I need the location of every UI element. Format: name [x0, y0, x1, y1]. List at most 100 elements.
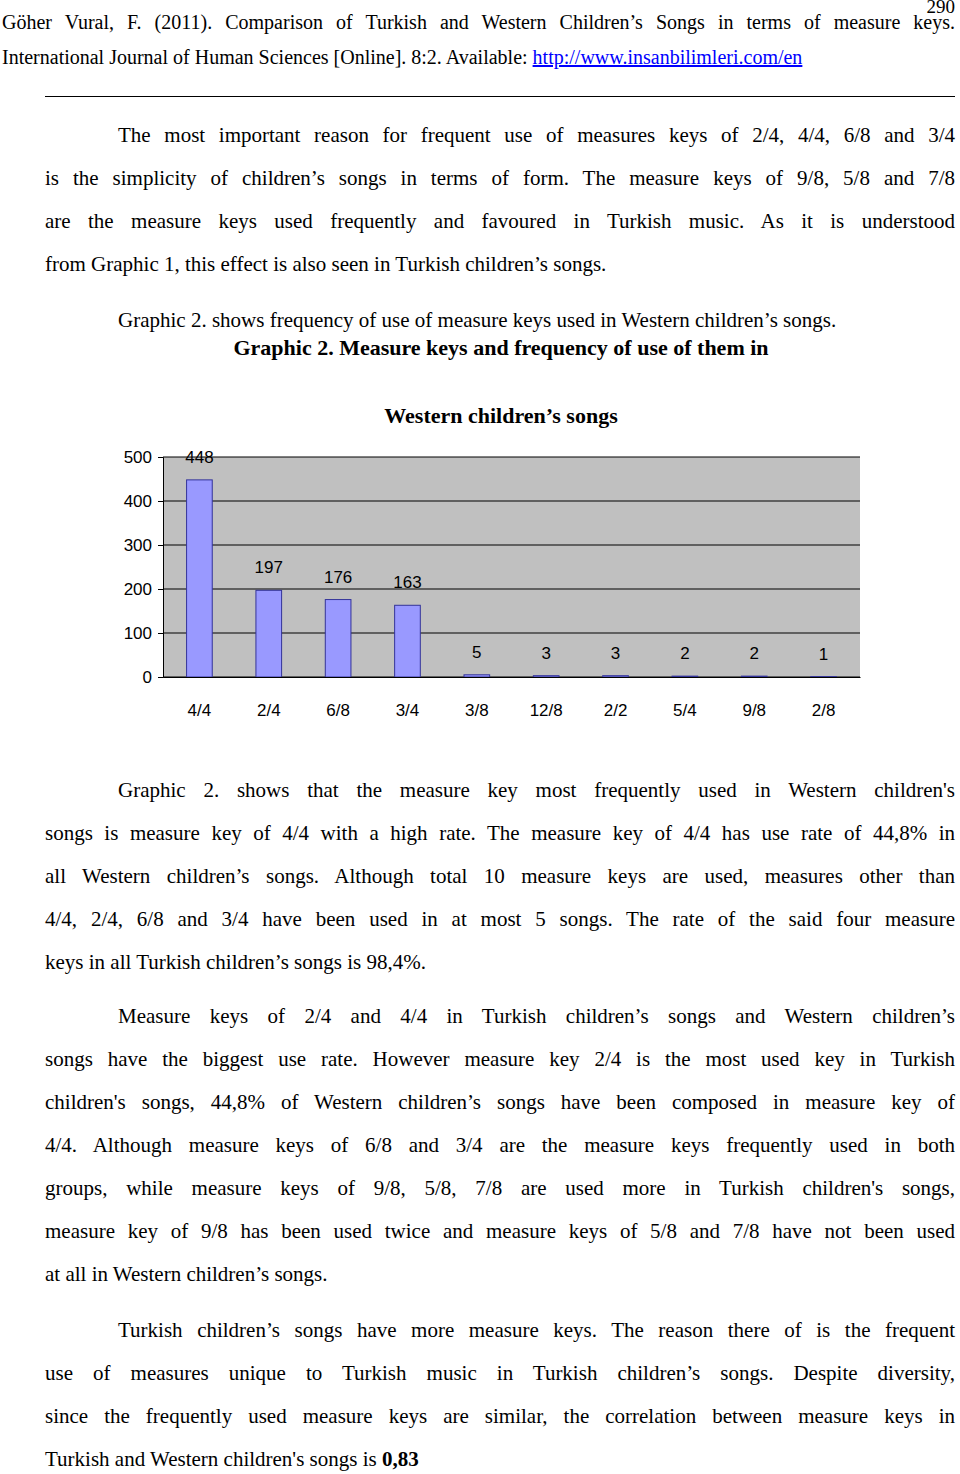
- text-line: The most important reason for frequent u…: [118, 114, 955, 157]
- data-labels: 448 197 176 163 5 3 3 2 2 1: [185, 448, 828, 664]
- tick: 2/2: [604, 677, 628, 720]
- grid: [163, 457, 860, 677]
- axis-line: [158, 458, 164, 678]
- tick-label: 400: [124, 492, 152, 511]
- data-label: 1: [819, 645, 828, 664]
- data-label: 2: [680, 644, 689, 663]
- tick: 0: [143, 668, 163, 687]
- text-line: Turkish and Western children's songs is …: [45, 1438, 955, 1474]
- bar: [741, 676, 767, 677]
- header-rule: [45, 96, 955, 97]
- tick: 12/8: [530, 677, 563, 720]
- data-label: 197: [255, 558, 283, 577]
- y-axis: 0 100 200 300 400 500: [124, 448, 164, 687]
- tick-mark: [158, 633, 163, 634]
- tick-label: 100: [124, 624, 152, 643]
- tick-label: 3/4: [396, 701, 420, 720]
- tick-label: 5/4: [673, 701, 697, 720]
- data-label: 2: [750, 644, 759, 663]
- tick: 3/8: [465, 677, 489, 720]
- tick: 400: [124, 492, 163, 511]
- tick-label: 200: [124, 580, 152, 599]
- text-line: songs have the biggest use rate. However…: [45, 1038, 955, 1081]
- text-line: Turkish children’s songs have more measu…: [118, 1309, 955, 1352]
- tick-label: 6/8: [326, 701, 350, 720]
- tick-label: 2/2: [604, 701, 628, 720]
- tick-mark: [158, 677, 163, 678]
- tick: 4/4: [188, 677, 212, 720]
- tick-mark: [158, 589, 163, 590]
- text-line: Measure keys of 2/4 and 4/4 in Turkish c…: [118, 995, 955, 1038]
- bar: [533, 676, 559, 677]
- tick-label: 4/4: [188, 701, 212, 720]
- journal: International Journal of Human Sciences …: [2, 46, 533, 68]
- text-line: groups, while measure keys of 9/8, 5/8, …: [45, 1167, 955, 1210]
- grid-line: [163, 633, 860, 634]
- bars: [187, 480, 837, 677]
- text-line: measure key of 9/8 has been used twice a…: [45, 1210, 955, 1253]
- text-line: children's songs, 44,8% of Western child…: [45, 1081, 955, 1124]
- tick: 200: [124, 580, 163, 599]
- bar: [256, 590, 282, 677]
- data-label: 448: [185, 448, 213, 467]
- tick: 500: [124, 448, 163, 467]
- text-line: from Graphic 1, this effect is also seen…: [45, 243, 955, 286]
- grid-line: [163, 589, 860, 590]
- tick: 100: [124, 624, 163, 643]
- bold-value: 0,83: [382, 1447, 419, 1471]
- tick-label: 0: [143, 668, 152, 687]
- tick-mark: [158, 545, 163, 546]
- tick-label: 3/8: [465, 701, 489, 720]
- text-line: is the simplicity of children’s songs in…: [45, 157, 955, 200]
- bar: [187, 480, 213, 677]
- bar: [603, 676, 629, 677]
- text-run: Turkish and Western children's songs is: [45, 1447, 382, 1471]
- data-label: 163: [393, 573, 421, 592]
- tick-label: 2/8: [812, 701, 836, 720]
- text-line: 4/4. Although measure keys of 6/8 and 3/…: [45, 1124, 955, 1167]
- tick-label: 9/8: [742, 701, 766, 720]
- journal-line: International Journal of Human Sciences …: [2, 44, 802, 70]
- chart-title: Graphic 2. Measure keys and frequency of…: [211, 314, 791, 450]
- bar: [325, 600, 351, 677]
- tick-mark: [158, 457, 163, 458]
- bar: [395, 605, 421, 677]
- text-line: since the frequently used measure keys a…: [45, 1395, 955, 1438]
- tick-label: 500: [124, 448, 152, 467]
- bar: [811, 676, 837, 677]
- tick-label: 300: [124, 536, 152, 555]
- grid-line: [163, 501, 860, 502]
- plot-background: [163, 457, 860, 677]
- bar: [672, 676, 698, 677]
- tick-label: 12/8: [530, 701, 563, 720]
- data-label: 3: [541, 644, 550, 663]
- text-line: at all in Western children’s songs.: [45, 1253, 955, 1296]
- data-label: 3: [611, 644, 620, 663]
- bar: [464, 675, 490, 677]
- x-axis: 4/4 2/4 6/8 3/4 3/8 12/8 2/2 5/4 9/8 2/8: [164, 677, 861, 720]
- data-label: 5: [472, 643, 481, 662]
- grid-line: [163, 545, 860, 546]
- text-line: songs is measure key of 4/4 with a high …: [45, 812, 955, 855]
- grid-line: [163, 457, 860, 458]
- axis-line: [164, 677, 861, 678]
- chart: 448 197 176 163 5 3 3 2 2 1 0 100 200 300 400 500 4/4 2/4…: [0, 0, 960, 1474]
- data-label: 176: [324, 568, 352, 587]
- tick-mark: [158, 501, 163, 502]
- tick: 2/4: [257, 677, 281, 720]
- tick-label: 2/4: [257, 701, 281, 720]
- tick: 6/8: [326, 677, 350, 720]
- text-line: Graphic 2. shows that the measure key mo…: [118, 769, 955, 812]
- text-line: are the measure keys used frequently and…: [45, 200, 955, 243]
- text-line: keys in all Turkish children’s songs is …: [45, 941, 955, 984]
- tick: 2/8: [812, 677, 836, 720]
- page: 290Göher Vural, F. (2011). Comparison of…: [0, 0, 960, 1474]
- grid-line: [163, 677, 860, 678]
- tick: 3/4: [396, 677, 420, 720]
- text-line: use of measures unique to Turkish music …: [45, 1352, 955, 1395]
- citation: Göher Vural, F. (2011). Comparison of Tu…: [2, 9, 955, 35]
- text-line: all Western children’s songs. Although t…: [45, 855, 955, 898]
- url[interactable]: http://www.insanbilimleri.com/en: [533, 46, 803, 68]
- tick: 300: [124, 536, 163, 555]
- tick: 9/8: [742, 677, 766, 720]
